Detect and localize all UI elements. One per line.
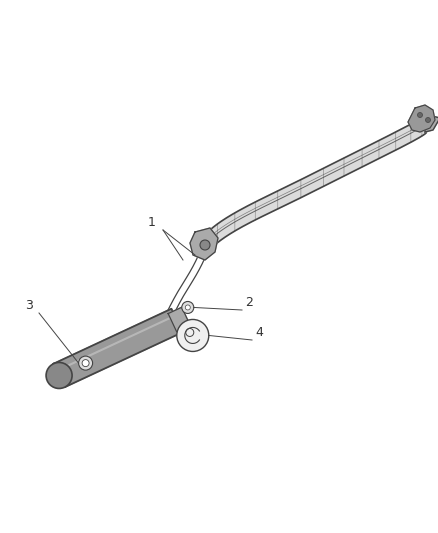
Polygon shape: [190, 228, 218, 260]
Circle shape: [425, 117, 431, 123]
Text: 2: 2: [245, 296, 253, 309]
Circle shape: [185, 305, 190, 310]
Text: 3: 3: [25, 299, 33, 312]
Text: 4: 4: [255, 326, 263, 339]
Polygon shape: [168, 307, 190, 332]
Circle shape: [182, 302, 194, 313]
Circle shape: [200, 240, 210, 250]
Text: 1: 1: [148, 216, 156, 229]
Polygon shape: [205, 115, 428, 255]
Polygon shape: [425, 115, 438, 132]
Polygon shape: [408, 105, 435, 132]
Circle shape: [82, 360, 89, 367]
Circle shape: [417, 112, 423, 117]
Circle shape: [78, 356, 92, 370]
Polygon shape: [53, 309, 182, 387]
Circle shape: [46, 362, 72, 389]
Circle shape: [177, 319, 209, 351]
